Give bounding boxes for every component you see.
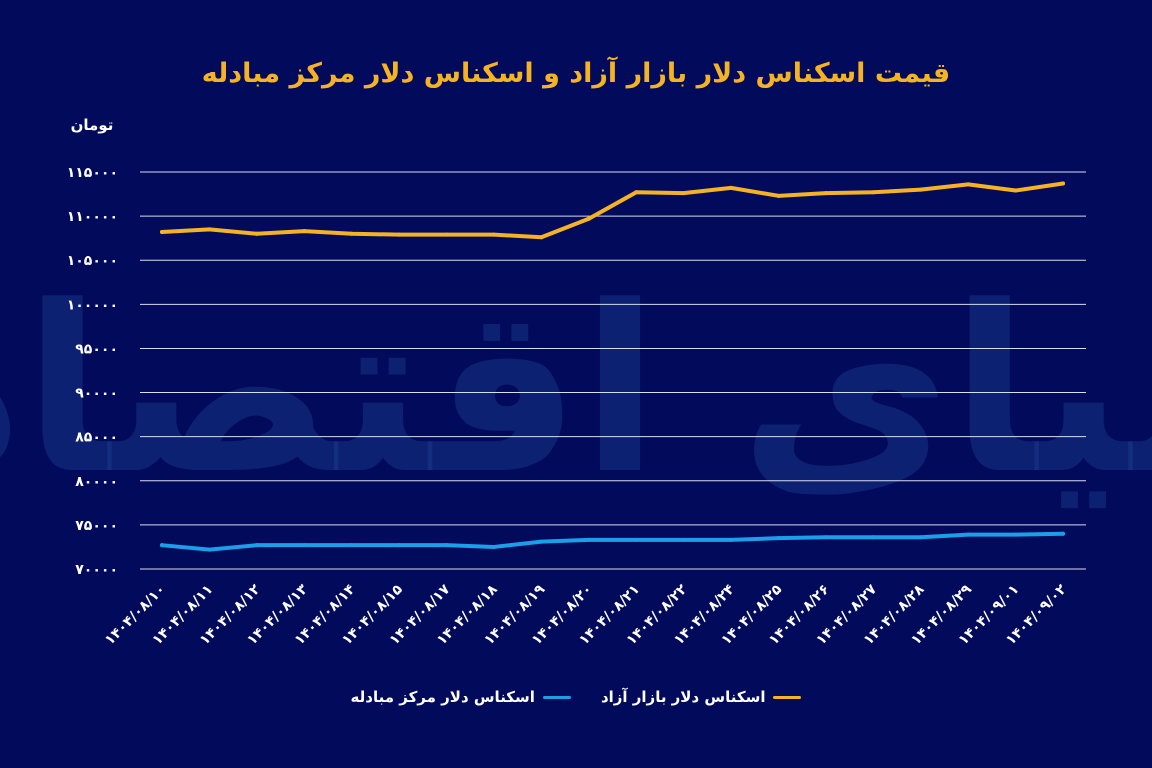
legend-item-free-market: اسکناس دلار بازار آزاد bbox=[601, 688, 802, 706]
data-point bbox=[397, 232, 402, 237]
data-point bbox=[1013, 532, 1018, 537]
data-point bbox=[918, 535, 923, 540]
y-tick-label: ۷۰۰۰۰ bbox=[75, 562, 118, 578]
data-point bbox=[681, 537, 686, 542]
data-point bbox=[871, 190, 876, 195]
data-point bbox=[729, 537, 734, 542]
data-point bbox=[444, 543, 449, 548]
data-point bbox=[729, 185, 734, 190]
data-point bbox=[1061, 181, 1065, 186]
y-axis-label: تومان bbox=[71, 116, 114, 134]
y-tick-label: ۸۵۰۰۰ bbox=[75, 430, 118, 446]
data-point bbox=[207, 547, 212, 552]
legend-swatch-exchange-center bbox=[542, 695, 571, 699]
data-point bbox=[207, 227, 212, 232]
data-point bbox=[776, 193, 781, 198]
data-point bbox=[776, 536, 781, 541]
y-tick-label: ۱۱۰۰۰۰ bbox=[67, 209, 118, 225]
data-point bbox=[823, 191, 828, 196]
data-point bbox=[349, 543, 354, 548]
data-point bbox=[254, 543, 259, 548]
data-point bbox=[302, 543, 307, 548]
y-tick-label: ۱۱۵۰۰۰ bbox=[67, 165, 118, 181]
data-point bbox=[254, 231, 259, 236]
data-point bbox=[966, 532, 971, 537]
legend-swatch-free-market bbox=[773, 695, 802, 699]
watermark-logo: دنیای اقتصاد bbox=[0, 258, 1152, 525]
data-point bbox=[823, 535, 828, 540]
data-point bbox=[1013, 188, 1018, 193]
legend-label-exchange-center: اسکناس دلار مرکز مبادله bbox=[350, 688, 535, 706]
data-point bbox=[491, 544, 496, 549]
data-point bbox=[349, 231, 354, 236]
y-tick-label: ۱۰۰۰۰۰ bbox=[67, 297, 118, 313]
chart-title: قیمت اسکناس دلار بازار آزاد و اسکناس دلا… bbox=[201, 58, 951, 89]
y-tick-label: ۷۵۰۰۰ bbox=[75, 518, 118, 534]
data-point bbox=[681, 191, 686, 196]
data-point bbox=[397, 543, 402, 548]
data-point bbox=[302, 229, 307, 234]
legend-label-free-market: اسکناس دلار بازار آزاد bbox=[600, 688, 766, 706]
data-point bbox=[160, 543, 164, 548]
data-point bbox=[444, 232, 449, 237]
data-point bbox=[586, 216, 591, 221]
y-tick-label: ۹۰۰۰۰ bbox=[75, 386, 118, 402]
data-point bbox=[871, 535, 876, 540]
data-point bbox=[160, 229, 164, 234]
data-point bbox=[634, 190, 639, 195]
legend: اسکناس دلار بازار آزاد اسکناس دلار مرکز … bbox=[0, 688, 1152, 706]
data-point bbox=[491, 232, 496, 237]
y-tick-label: ۹۵۰۰۰ bbox=[75, 341, 118, 357]
y-tick-label: ۱۰۵۰۰۰ bbox=[67, 253, 118, 269]
data-point bbox=[539, 539, 544, 544]
data-point bbox=[966, 182, 971, 187]
data-point bbox=[918, 187, 923, 192]
data-point bbox=[634, 537, 639, 542]
legend-item-exchange-center: اسکناس دلار مرکز مبادله bbox=[351, 688, 571, 706]
data-point bbox=[1061, 531, 1065, 536]
y-tick-label: ۸۰۰۰۰ bbox=[75, 474, 118, 490]
series-line-exchange-center bbox=[160, 531, 1065, 552]
data-point bbox=[539, 235, 544, 240]
series-line-free-market bbox=[160, 181, 1065, 240]
data-point bbox=[586, 537, 591, 542]
